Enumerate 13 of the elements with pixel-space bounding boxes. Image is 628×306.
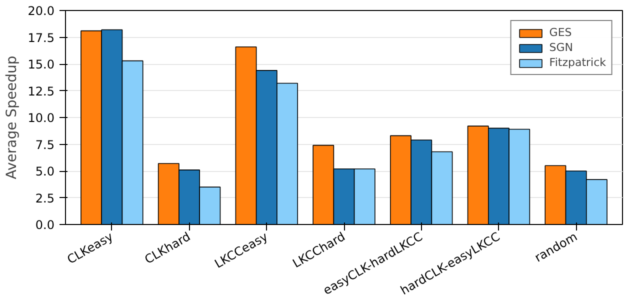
y-tick-label: 2.5: [35, 191, 55, 206]
y-tick-label: 5.0: [35, 164, 55, 178]
y-tick-label: 17.5: [28, 30, 54, 45]
legend-label: Fitzpatrick: [549, 56, 606, 69]
y-axis-title: Average Speedup: [4, 56, 20, 180]
y-tick-label: 15.0: [28, 58, 54, 72]
y-tick-label: 10.0: [28, 111, 54, 125]
legend-label: GES: [549, 26, 572, 39]
y-tick-label: 7.5: [35, 138, 55, 152]
y-tick-label: 12.5: [28, 84, 54, 98]
y-tick-label: 20.0: [28, 4, 54, 18]
legend-label: SGN: [549, 41, 574, 54]
y-tick-label: 0.0: [35, 218, 55, 232]
